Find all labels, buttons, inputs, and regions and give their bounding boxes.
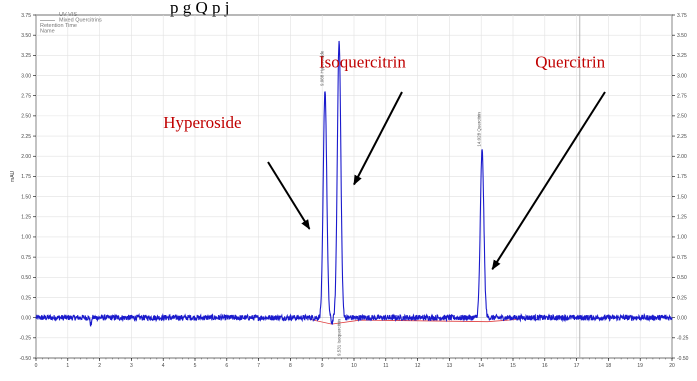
figure-header-text: p g Q p j [170, 0, 230, 17]
y-tick-label-right: 1.75 [677, 174, 687, 180]
annotation-arrow [267, 161, 311, 230]
legend-entry: UV-VIS [59, 12, 77, 18]
y-tick-label: 2.25 [21, 134, 31, 140]
y-tick-label: 0.00 [21, 315, 31, 321]
annotation-layer: Hyperoside Isoquercitrin Quercitrin [163, 52, 606, 271]
peak-label: 9.088 Hyperoside [319, 50, 324, 86]
x-tick-label: 5 [194, 363, 197, 369]
y-tick-label-right: 1.00 [677, 235, 687, 241]
y-tick-label: 0.75 [21, 255, 31, 261]
x-tick-label: 3 [130, 363, 133, 369]
y-tick-label-right: 3.25 [677, 53, 687, 59]
y-tick-label-right: 2.25 [677, 134, 687, 140]
x-tick-label: 16 [542, 363, 548, 369]
x-tick-label: 1 [66, 363, 69, 369]
x-tick-label: 6 [225, 363, 228, 369]
x-tick-label: 13 [447, 363, 453, 369]
annotation-hyperoside: Hyperoside [163, 113, 241, 132]
y-tick-label: -0.50 [20, 356, 32, 362]
y-tick-label-right: 1.25 [677, 215, 687, 221]
axes-layer: -0.50 -0.50 -0.25 -0.25 0.00 0.00 0.25 0.25 0.50… [10, 13, 689, 369]
y-tick-label-right: 3.75 [677, 13, 687, 19]
y-tick-label: 1.50 [21, 194, 31, 200]
x-tick-label: 17 [574, 363, 580, 369]
x-tick-label: 9 [321, 363, 324, 369]
y-tick-label-right: 3.50 [677, 33, 687, 39]
peak-label: 14.028 Quercitrin [477, 112, 482, 147]
annotation-isoquercitrin: Isoquercitrin [319, 52, 406, 71]
peak-label: 9.531 Isoquercitrin [337, 318, 342, 356]
y-tick-label: 3.50 [21, 33, 31, 39]
x-tick-label: 18 [606, 363, 612, 369]
y-tick-label: 3.00 [21, 73, 31, 79]
x-tick-label: 4 [162, 363, 165, 369]
annotation-quercitrin: Quercitrin [535, 52, 605, 71]
series-line-mixed-quercitrins [35, 40, 673, 327]
x-tick-label: 8 [289, 363, 292, 369]
data-layer: 9.088 Hyperoside 9.531 Isoquercitrin 14.02… [35, 40, 673, 356]
y-tick-label-right: 1.50 [677, 194, 687, 200]
y-tick-label: 2.50 [21, 114, 31, 120]
y-tick-label: 3.25 [21, 53, 31, 59]
y-tick-label-right: 0.25 [677, 295, 687, 301]
y-tick-label: 2.75 [21, 94, 31, 100]
annotation-arrow [491, 91, 606, 271]
x-tick-label: 0 [35, 363, 38, 369]
x-tick-label: 2 [98, 363, 101, 369]
x-tick-label: 15 [510, 363, 516, 369]
y-tick-label: 0.50 [21, 275, 31, 281]
x-tick-label: 10 [351, 363, 357, 369]
x-tick-label: 20 [669, 363, 675, 369]
legend-entry: Retention Time [40, 23, 77, 29]
grid-layer [35, 14, 673, 359]
x-tick-label: 19 [637, 363, 643, 369]
legend-entry: Mixed Quercitrins [59, 18, 102, 24]
y-tick-label-right: -0.25 [677, 336, 689, 342]
x-tick-label: 14 [478, 363, 484, 369]
y-tick-label-right: 0.50 [677, 275, 687, 281]
x-tick-label: 7 [257, 363, 260, 369]
y-tick-label-right: 0.00 [677, 315, 687, 321]
y-tick-label: 1.25 [21, 215, 31, 221]
y-tick-label-right: 0.75 [677, 255, 687, 261]
y-axis-label: mAU [10, 170, 16, 182]
y-tick-label: 3.75 [21, 13, 31, 19]
y-tick-label: 1.00 [21, 235, 31, 241]
y-tick-label-right: 3.00 [677, 73, 687, 79]
x-tick-label: 12 [415, 363, 421, 369]
y-tick-label: 0.25 [21, 295, 31, 301]
y-tick-label: -0.25 [20, 336, 32, 342]
y-tick-label-right: -0.50 [677, 356, 689, 362]
y-tick-label-right: 2.00 [677, 154, 687, 160]
y-tick-label-right: 2.75 [677, 94, 687, 100]
annotation-arrow [353, 91, 403, 186]
y-tick-label: 2.00 [21, 154, 31, 160]
legend-entry: Name [40, 29, 55, 35]
x-tick-label: 11 [383, 363, 388, 369]
y-tick-label-right: 2.50 [677, 114, 687, 120]
y-tick-label: 1.75 [21, 174, 31, 180]
